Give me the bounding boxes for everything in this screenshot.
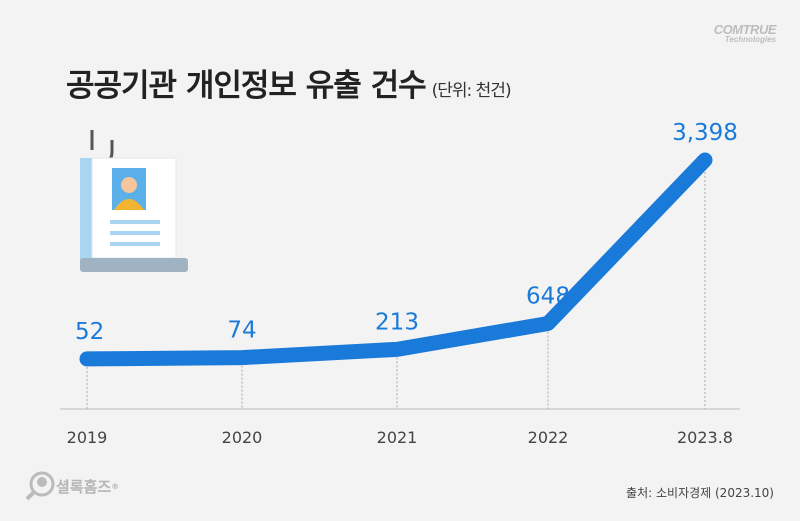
- x-tick-label: 2019: [67, 428, 108, 447]
- brand-logo: COMTRUE Technologies: [713, 22, 777, 44]
- data-label: 3,398: [672, 120, 738, 146]
- series-line: [79, 152, 713, 367]
- data-label: 213: [375, 309, 419, 335]
- x-tick-label: 2022: [528, 428, 569, 447]
- data-label: 74: [227, 318, 256, 344]
- x-tick-label: 2023.8: [677, 428, 733, 447]
- x-tick-label: 2021: [377, 428, 418, 447]
- chart-title: 공공기관 개인정보 유출 건수 (단위: 천건): [66, 68, 512, 104]
- x-tick-label: 2020: [222, 428, 263, 447]
- data-label: 52: [75, 319, 104, 345]
- sherlock-logo: 셜록홈즈 ®: [24, 470, 119, 502]
- magnifier-icon: [25, 471, 55, 501]
- source-note: 출처: 소비자경제 (2023.10): [626, 486, 774, 500]
- data-label: 648: [526, 283, 570, 309]
- document-person-icon: [80, 130, 188, 272]
- unit-label: (단위: 천건): [431, 81, 512, 101]
